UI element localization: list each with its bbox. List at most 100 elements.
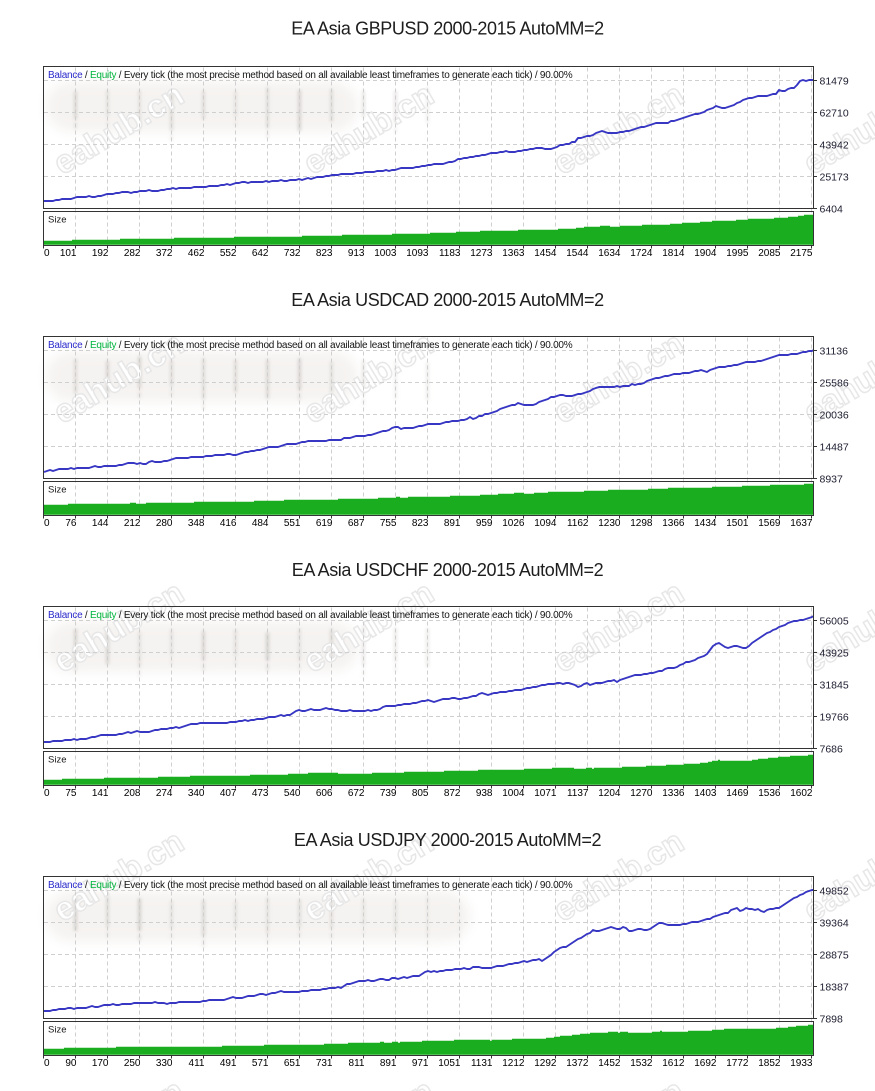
svg-text:1094: 1094 [534,518,557,529]
svg-text:1904: 1904 [694,248,717,259]
svg-text:551: 551 [284,518,301,529]
svg-text:62710: 62710 [820,108,849,120]
svg-text:1137: 1137 [567,788,589,799]
svg-text:462: 462 [188,248,205,259]
svg-text:348: 348 [188,518,205,529]
svg-text:811: 811 [349,1058,365,1069]
svg-text:EA Asia USDCAD 2000-2015 AutoM: EA Asia USDCAD 2000-2015 AutoMM=2 [291,290,604,310]
svg-text:739: 739 [380,788,397,799]
svg-text:755: 755 [380,518,397,529]
svg-text:1933: 1933 [790,1058,813,1069]
svg-text:1612: 1612 [662,1058,685,1069]
svg-text:8937: 8937 [820,474,844,486]
svg-text:2175: 2175 [790,248,813,259]
svg-text:552: 552 [220,248,237,259]
svg-text:0: 0 [44,248,50,259]
svg-text:31136: 31136 [820,346,849,358]
svg-text:1852: 1852 [758,1058,781,1069]
svg-text:687: 687 [348,518,365,529]
svg-text:Size: Size [48,485,66,496]
svg-text:0: 0 [44,788,50,799]
svg-text:805: 805 [412,788,429,799]
svg-text:274: 274 [156,788,173,799]
svg-text:407: 407 [220,788,237,799]
svg-text:101: 101 [60,248,77,259]
svg-text:1532: 1532 [630,1058,653,1069]
svg-text:872: 872 [444,788,461,799]
svg-text:1814: 1814 [662,248,685,259]
svg-text:1501: 1501 [726,518,749,529]
svg-text:20036: 20036 [820,410,849,422]
svg-text:28875: 28875 [820,950,849,962]
svg-text:280: 280 [156,518,173,529]
svg-text:1003: 1003 [374,248,397,259]
svg-text:1995: 1995 [726,248,749,259]
svg-text:141: 141 [92,788,109,799]
svg-text:Balance / Equity / Every tick: Balance / Equity / Every tick (the most … [48,340,573,351]
svg-text:1634: 1634 [598,248,621,259]
svg-text:642: 642 [252,248,269,259]
svg-text:14487: 14487 [820,442,849,454]
svg-text:19766: 19766 [820,712,849,724]
svg-text:731: 731 [316,1058,333,1069]
svg-text:Balance / Equity / Every tick: Balance / Equity / Every tick (the most … [48,70,573,81]
svg-text:6404: 6404 [820,204,844,216]
svg-text:1071: 1071 [534,788,557,799]
svg-text:81479: 81479 [820,76,849,88]
svg-text:1026: 1026 [502,518,525,529]
svg-text:540: 540 [284,788,301,799]
svg-text:1544: 1544 [566,248,589,259]
svg-text:56005: 56005 [820,616,849,628]
svg-text:Balance / Equity / Every tick: Balance / Equity / Every tick (the most … [48,880,573,891]
svg-text:EA Asia GBPUSD 2000-2015 AutoM: EA Asia GBPUSD 2000-2015 AutoMM=2 [291,19,604,39]
svg-text:1452: 1452 [598,1058,621,1069]
svg-text:0: 0 [44,518,50,529]
svg-text:823: 823 [316,248,333,259]
svg-text:1093: 1093 [406,248,429,259]
svg-text:823: 823 [412,518,429,529]
svg-text:208: 208 [124,788,141,799]
svg-text:1363: 1363 [502,248,525,259]
svg-text:1292: 1292 [534,1058,557,1069]
svg-text:416: 416 [220,518,237,529]
svg-text:484: 484 [252,518,269,529]
svg-text:0: 0 [44,1058,50,1069]
svg-text:891: 891 [380,1058,397,1069]
svg-text:891: 891 [444,518,461,529]
svg-text:39364: 39364 [820,918,849,930]
svg-text:411: 411 [189,1058,205,1069]
svg-text:1602: 1602 [790,788,813,799]
svg-text:1162: 1162 [567,518,589,529]
svg-text:Size: Size [48,215,66,226]
svg-text:75: 75 [65,788,77,799]
svg-text:651: 651 [284,1058,301,1069]
svg-text:1403: 1403 [694,788,717,799]
svg-text:25586: 25586 [820,378,849,390]
svg-text:170: 170 [92,1058,109,1069]
svg-text:606: 606 [316,788,333,799]
svg-text:1336: 1336 [662,788,685,799]
svg-text:959: 959 [476,518,493,529]
svg-text:1569: 1569 [758,518,781,529]
svg-text:1366: 1366 [662,518,685,529]
svg-text:250: 250 [124,1058,141,1069]
svg-text:18387: 18387 [820,982,849,994]
svg-text:1298: 1298 [630,518,653,529]
svg-text:EA Asia USDJPY 2000-2015 AutoM: EA Asia USDJPY 2000-2015 AutoMM=2 [294,830,602,850]
svg-text:1434: 1434 [694,518,717,529]
svg-text:619: 619 [316,518,333,529]
svg-text:571: 571 [252,1058,269,1069]
svg-text:Size: Size [48,1025,66,1036]
svg-text:1637: 1637 [790,518,813,529]
svg-text:1469: 1469 [726,788,749,799]
svg-text:76: 76 [65,518,77,529]
svg-text:372: 372 [156,248,173,259]
svg-text:1204: 1204 [598,788,621,799]
svg-text:282: 282 [124,248,141,259]
svg-text:43942: 43942 [820,140,849,152]
svg-text:1131: 1131 [471,1058,493,1069]
svg-text:Size: Size [48,755,66,766]
svg-text:1692: 1692 [694,1058,717,1069]
svg-text:1051: 1051 [438,1058,461,1069]
svg-text:7686: 7686 [820,744,844,756]
